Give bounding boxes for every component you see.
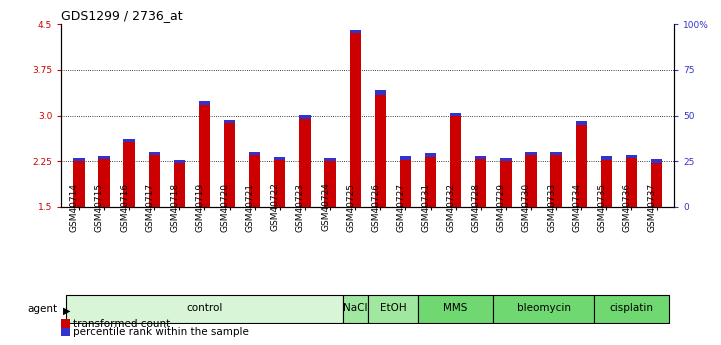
Bar bbox=[526, 151, 536, 155]
Text: GSM40725: GSM40725 bbox=[346, 183, 355, 231]
Text: GSM40726: GSM40726 bbox=[371, 183, 380, 231]
Text: GSM40717: GSM40717 bbox=[145, 183, 154, 231]
Bar bbox=[324, 158, 336, 161]
Bar bbox=[500, 158, 511, 161]
Bar bbox=[74, 158, 84, 161]
Text: GSM40734: GSM40734 bbox=[572, 183, 581, 231]
Text: GSM40723: GSM40723 bbox=[296, 183, 305, 231]
Bar bbox=[651, 159, 662, 163]
Bar bbox=[575, 121, 587, 125]
Text: GSM40724: GSM40724 bbox=[321, 183, 330, 231]
Text: cisplatin: cisplatin bbox=[609, 303, 653, 313]
Text: GSM40729: GSM40729 bbox=[497, 183, 506, 231]
Bar bbox=[375, 90, 386, 96]
Bar bbox=[123, 142, 135, 207]
Text: MMS: MMS bbox=[443, 303, 468, 313]
Text: EtOH: EtOH bbox=[379, 303, 406, 313]
Text: NaCl: NaCl bbox=[343, 303, 368, 313]
Bar bbox=[98, 159, 110, 207]
Text: GSM40715: GSM40715 bbox=[95, 183, 104, 231]
Bar bbox=[475, 159, 487, 207]
Bar bbox=[199, 101, 210, 105]
Bar bbox=[450, 116, 461, 207]
Text: GSM40727: GSM40727 bbox=[397, 183, 405, 231]
Bar bbox=[493, 295, 594, 323]
Bar bbox=[249, 151, 260, 155]
Text: GSM40714: GSM40714 bbox=[70, 183, 79, 231]
Text: percentile rank within the sample: percentile rank within the sample bbox=[73, 327, 249, 337]
Bar bbox=[123, 139, 135, 142]
Text: GSM40720: GSM40720 bbox=[221, 183, 229, 231]
Bar bbox=[601, 156, 612, 160]
Bar bbox=[199, 105, 210, 207]
Bar bbox=[601, 160, 612, 207]
Bar bbox=[526, 155, 536, 207]
Text: GSM40728: GSM40728 bbox=[472, 183, 481, 231]
Bar bbox=[350, 33, 360, 207]
Text: control: control bbox=[186, 303, 223, 313]
Bar bbox=[418, 295, 493, 323]
Text: GSM40721: GSM40721 bbox=[246, 183, 255, 231]
Text: GSM40733: GSM40733 bbox=[547, 183, 556, 231]
Text: GSM40736: GSM40736 bbox=[622, 183, 632, 231]
Bar bbox=[342, 295, 368, 323]
Bar bbox=[98, 156, 110, 159]
Bar bbox=[500, 161, 511, 207]
Bar bbox=[626, 155, 637, 158]
Bar bbox=[249, 155, 260, 207]
Text: GSM40735: GSM40735 bbox=[597, 183, 606, 231]
Text: GSM40732: GSM40732 bbox=[446, 183, 456, 231]
Bar bbox=[224, 124, 235, 207]
Text: bleomycin: bleomycin bbox=[516, 303, 570, 313]
Bar bbox=[350, 30, 360, 33]
Bar bbox=[149, 151, 160, 155]
Bar bbox=[274, 157, 286, 160]
Bar bbox=[425, 154, 436, 157]
Bar bbox=[324, 161, 336, 207]
Text: GDS1299 / 2736_at: GDS1299 / 2736_at bbox=[61, 9, 183, 22]
Bar bbox=[425, 157, 436, 207]
Text: GSM40722: GSM40722 bbox=[271, 183, 280, 231]
Bar bbox=[66, 295, 342, 323]
Bar bbox=[450, 112, 461, 116]
Text: GSM40719: GSM40719 bbox=[195, 183, 205, 231]
Bar bbox=[399, 156, 411, 160]
Bar bbox=[575, 125, 587, 207]
Text: agent: agent bbox=[27, 304, 58, 314]
Bar bbox=[299, 115, 311, 119]
Bar bbox=[594, 295, 669, 323]
Text: GSM40731: GSM40731 bbox=[422, 183, 430, 231]
Text: GSM40730: GSM40730 bbox=[522, 183, 531, 231]
Bar bbox=[550, 155, 562, 207]
Text: transformed count: transformed count bbox=[73, 319, 170, 328]
Bar bbox=[368, 295, 418, 323]
Bar bbox=[550, 151, 562, 155]
Bar bbox=[375, 96, 386, 207]
Bar bbox=[224, 120, 235, 124]
Bar bbox=[274, 160, 286, 207]
Bar bbox=[174, 163, 185, 207]
Bar bbox=[149, 155, 160, 207]
Bar bbox=[399, 160, 411, 207]
Bar bbox=[299, 119, 311, 207]
Text: GSM40716: GSM40716 bbox=[120, 183, 129, 231]
Text: GSM40737: GSM40737 bbox=[647, 183, 657, 231]
Bar bbox=[475, 156, 487, 159]
Bar bbox=[626, 158, 637, 207]
Bar bbox=[174, 160, 185, 163]
Bar bbox=[74, 161, 84, 207]
Text: GSM40718: GSM40718 bbox=[170, 183, 180, 231]
Bar bbox=[651, 163, 662, 207]
Text: ▶: ▶ bbox=[63, 306, 70, 316]
